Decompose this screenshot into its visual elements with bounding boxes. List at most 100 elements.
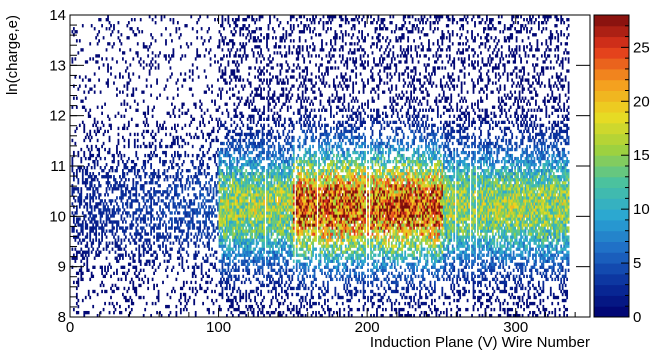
heatmap-cell xyxy=(148,45,151,49)
heatmap-cell xyxy=(272,162,274,167)
heatmap-cell xyxy=(297,226,300,230)
heatmap-cell xyxy=(175,162,178,167)
heatmap-cell xyxy=(196,196,199,200)
heatmap-cell xyxy=(261,259,264,263)
heatmap-cell xyxy=(181,265,184,269)
heatmap-cell xyxy=(160,235,163,239)
heatmap-cell xyxy=(120,187,123,191)
heatmap-cell xyxy=(230,274,233,279)
heatmap-cell xyxy=(233,178,236,182)
heatmap-cell xyxy=(227,223,230,227)
heatmap-cell xyxy=(280,277,283,282)
heatmap-cell xyxy=(218,190,221,194)
heatmap-cell xyxy=(150,211,153,215)
heatmap-cell xyxy=(218,87,221,91)
heatmap-cell xyxy=(165,235,167,239)
heatmap-cell xyxy=(142,190,145,194)
heatmap-cell xyxy=(81,99,84,103)
heatmap-cell xyxy=(72,172,75,176)
heatmap-cell xyxy=(282,232,285,236)
heatmap-cell xyxy=(289,193,292,197)
heatmap-cell xyxy=(223,42,225,46)
heatmap-cell xyxy=(220,223,222,227)
heatmap-cell xyxy=(145,117,148,121)
heatmap-cell xyxy=(162,162,164,167)
heatmap-cell xyxy=(74,141,77,146)
heatmap-cell xyxy=(230,193,233,197)
heatmap-cell xyxy=(292,63,295,67)
heatmap-cell xyxy=(153,250,155,254)
heatmap-cell xyxy=(228,75,231,79)
heatmap-cell xyxy=(283,187,286,191)
heatmap-cell xyxy=(113,81,115,85)
heatmap-cell xyxy=(172,159,175,164)
heatmap-cell xyxy=(248,277,251,282)
heatmap-cell xyxy=(196,153,199,158)
heatmap-cell xyxy=(75,253,78,257)
heatmap-cell xyxy=(86,259,89,263)
heatmap-cell xyxy=(130,18,133,22)
heatmap-cell xyxy=(273,175,276,179)
heatmap-cell xyxy=(218,153,221,158)
heatmap-cell xyxy=(223,187,225,191)
heatmap-cell xyxy=(279,108,282,112)
heatmap-cell xyxy=(99,226,102,230)
heatmap-cell xyxy=(260,159,262,164)
heatmap-cell xyxy=(227,114,230,118)
heatmap-cell xyxy=(242,253,245,257)
heatmap-cell xyxy=(242,33,245,37)
heatmap-cell xyxy=(159,175,161,179)
heatmap-cell xyxy=(116,166,118,170)
heatmap-cell xyxy=(176,172,179,176)
heatmap-cell xyxy=(292,250,295,254)
heatmap-cell xyxy=(231,301,234,306)
heatmap-cell xyxy=(231,135,234,140)
heatmap-cell xyxy=(270,235,273,239)
heatmap-cell xyxy=(252,108,255,112)
heatmap-cell xyxy=(226,153,228,158)
heatmap-cell xyxy=(230,196,233,200)
heatmap-cell xyxy=(291,208,294,212)
heatmap-cell xyxy=(257,226,259,230)
heatmap-cell xyxy=(124,166,127,170)
heatmap-cell xyxy=(221,265,224,269)
heatmap-cell xyxy=(89,175,92,179)
heatmap-cell xyxy=(147,232,150,236)
heatmap-cell xyxy=(107,66,109,70)
heatmap-cell xyxy=(220,283,222,288)
heatmap-cell xyxy=(251,159,254,164)
heatmap-cell xyxy=(252,96,255,100)
heatmap-cell xyxy=(132,265,135,269)
heatmap-cell xyxy=(269,229,271,233)
heatmap-cell xyxy=(285,241,288,245)
heatmap-cell xyxy=(286,78,289,82)
heatmap-cell xyxy=(248,105,251,109)
heatmap-cell xyxy=(245,187,248,191)
heatmap-cell xyxy=(224,175,227,179)
heatmap-cell xyxy=(202,274,205,279)
heatmap-cell xyxy=(230,310,233,315)
heatmap-cell xyxy=(221,141,224,146)
heatmap-cell xyxy=(223,78,225,82)
heatmap-cell xyxy=(120,217,123,221)
heatmap-cell xyxy=(211,90,213,94)
heatmap-cell xyxy=(78,250,81,254)
heatmap-cell xyxy=(156,226,158,230)
heatmap-cell xyxy=(93,72,96,76)
heatmap-cell xyxy=(220,307,222,312)
heatmap-cell xyxy=(209,220,212,224)
heatmap-cell xyxy=(160,15,163,19)
heatmap-cell xyxy=(212,265,215,269)
heatmap-cell xyxy=(237,241,240,245)
heatmap-cell xyxy=(188,181,191,185)
heatmap-cell xyxy=(123,208,126,212)
heatmap-cell xyxy=(96,247,99,251)
heatmap-cell xyxy=(239,117,242,121)
heatmap-cell xyxy=(212,229,215,233)
heatmap-cell xyxy=(206,235,209,239)
heatmap-cell xyxy=(181,241,184,245)
heatmap-cell xyxy=(260,226,262,230)
heatmap-cell xyxy=(298,96,301,100)
heatmap-cell xyxy=(248,172,251,176)
heatmap-cell xyxy=(301,277,304,282)
